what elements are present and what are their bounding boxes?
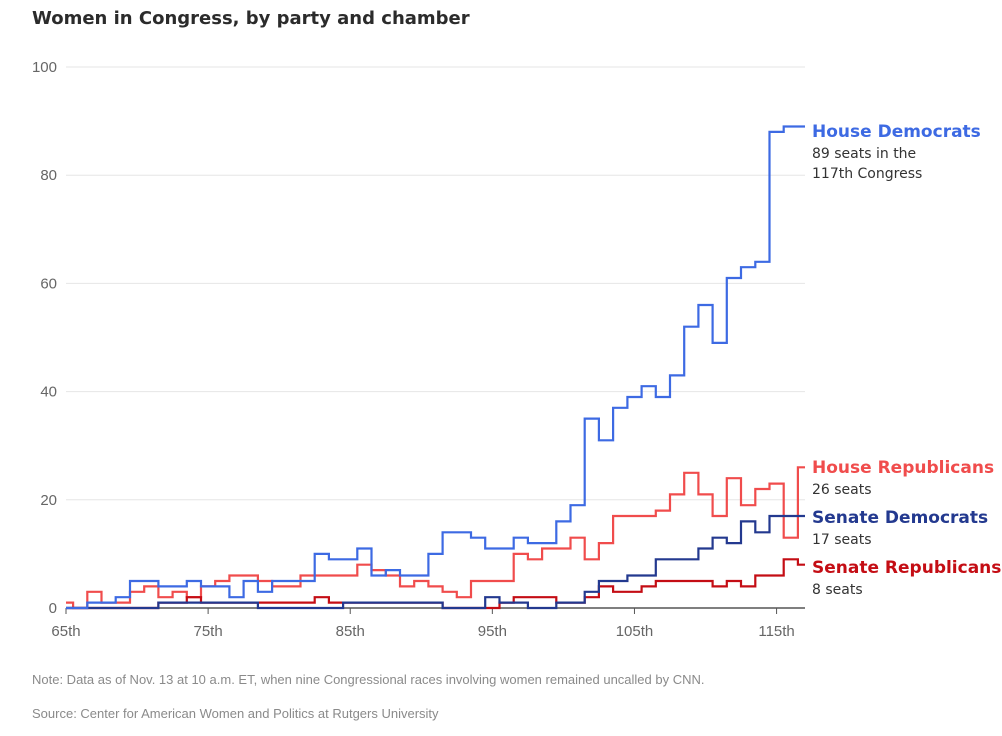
senate-democrats-seats: 17 seats [812, 532, 872, 548]
series-lines [66, 125, 805, 610]
y-tick-label: 20 [40, 492, 57, 509]
y-tick-label: 60 [40, 275, 57, 292]
x-tick-label: 85th [336, 623, 365, 640]
axes: 0 20 40 60 80 100 65th 75th 85th 95th 105th 115th [32, 59, 805, 640]
y-tick-label: 100 [32, 59, 57, 76]
x-tick-label: 75th [194, 623, 223, 640]
chart-source: Source: Center for American Women and Po… [32, 706, 439, 721]
house-republicans-seats: 26 seats [812, 482, 872, 498]
house-republicans-line [66, 466, 805, 610]
senate-democrats-line [66, 514, 805, 610]
x-tick-label: 105th [616, 623, 654, 640]
chart-title: Women in Congress, by party and chamber [32, 8, 470, 29]
senate-republicans-label: Senate Republicans [812, 558, 1001, 578]
senate-republicans-line [66, 558, 805, 610]
series-labels: House Democrats 89 seats in the 117th Cong… [812, 122, 1001, 598]
x-tick-label: 65th [51, 623, 80, 640]
x-tick-label: 95th [478, 623, 507, 640]
house-democrats-label: House Democrats [812, 122, 981, 142]
y-tick-label: 0 [49, 600, 57, 617]
senate-democrats-label: Senate Democrats [812, 508, 988, 528]
chart-note: Note: Data as of Nov. 13 at 10 a.m. ET, … [32, 672, 705, 687]
house-republicans-label: House Republicans [812, 458, 994, 478]
senate-republicans-seats: 8 seats [812, 582, 863, 598]
house-democrats-line [66, 125, 805, 610]
grid-lines [66, 66, 805, 501]
house-democrats-seats: 89 seats in the 117th Congress [812, 146, 922, 182]
y-tick-label: 80 [40, 167, 57, 184]
y-tick-label: 40 [40, 384, 57, 401]
x-tick-label: 115th [758, 623, 794, 640]
